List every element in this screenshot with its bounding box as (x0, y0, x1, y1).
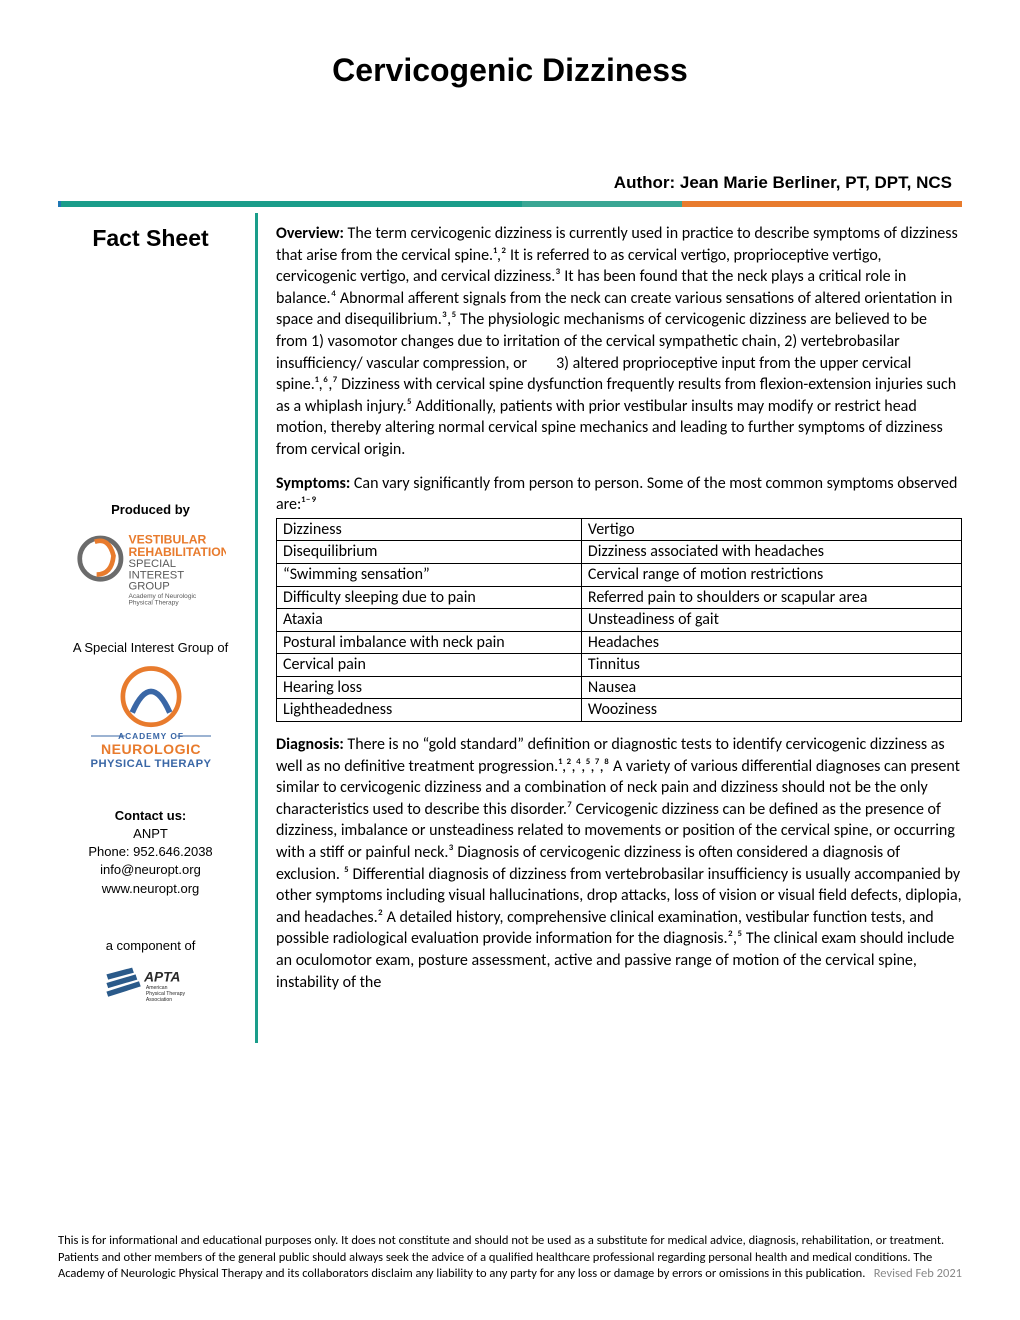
contact-web: www.neuropt.org (58, 880, 243, 898)
sig-of-heading: A Special Interest Group of (58, 640, 243, 655)
table-cell: Referred pain to shoulders or scapular a… (581, 586, 961, 609)
apta-logo-line2c: Association (145, 997, 171, 1003)
vest-logo-line3c: GROUP (128, 581, 169, 593)
produced-by-heading: Produced by (58, 502, 243, 517)
sidebar: Fact Sheet Produced by VESTIBULAR REHABI… (58, 213, 258, 1043)
apta-logo-line2a: American (145, 985, 167, 991)
anpt-logo-line3: PHYSICAL THERAPY (90, 758, 211, 770)
decorative-color-bar (58, 201, 962, 207)
table-row: LightheadednessWooziness (277, 699, 962, 722)
vest-logo-line2: REHABILITATION (128, 545, 226, 559)
table-cell: Lightheadedness (277, 699, 582, 722)
table-cell: Dizziness associated with headaches (581, 541, 961, 564)
diagnosis-label: Diagnosis: (276, 735, 344, 754)
symptoms-table: DizzinessVertigoDisequilibriumDizziness … (276, 518, 962, 722)
table-cell: Cervical pain (277, 654, 582, 677)
table-cell: Unsteadiness of gait (581, 609, 961, 632)
table-cell: Dizziness (277, 518, 582, 541)
table-cell: Wooziness (581, 699, 961, 722)
table-cell: Postural imbalance with neck pain (277, 631, 582, 654)
vest-logo-line3b: INTEREST (128, 569, 184, 581)
overview-text: The term cervicogenic dizziness is curre… (276, 224, 958, 459)
contact-email: info@neuropt.org (58, 861, 243, 879)
apta-logo: APTA American Physical Therapy Associati… (91, 959, 211, 1015)
table-cell: Headaches (581, 631, 961, 654)
component-of-heading: a component of (58, 938, 243, 953)
table-cell: Difficulty sleeping due to pain (277, 586, 582, 609)
table-row: AtaxiaUnsteadiness of gait (277, 609, 962, 632)
table-cell: Disequilibrium (277, 541, 582, 564)
table-row: DizzinessVertigo (277, 518, 962, 541)
content-wrapper: Fact Sheet Produced by VESTIBULAR REHABI… (58, 213, 962, 1043)
overview-paragraph: Overview: The term cervicogenic dizzines… (276, 223, 962, 461)
apta-logo-line2b: Physical Therapy (145, 991, 185, 997)
table-cell: “Swimming sensation” (277, 563, 582, 586)
main-content: Overview: The term cervicogenic dizzines… (258, 213, 962, 1043)
table-row: Hearing lossNausea (277, 676, 962, 699)
table-row: “Swimming sensation”Cervical range of mo… (277, 563, 962, 586)
table-cell: Vertigo (581, 518, 961, 541)
table-cell: Tinnitus (581, 654, 961, 677)
contact-phone: Phone: 952.646.2038 (58, 843, 243, 861)
symptoms-label: Symptoms: (276, 474, 350, 493)
table-row: DisequilibriumDizziness associated with … (277, 541, 962, 564)
symptoms-intro: Symptoms: Can vary significantly from pe… (276, 473, 962, 516)
symptoms-intro-text: Can vary significantly from person to pe… (276, 474, 957, 515)
diagnosis-text: There is no “gold standard” definition o… (276, 735, 962, 992)
apta-logo-line1: APTA (143, 969, 180, 984)
table-cell: Ataxia (277, 609, 582, 632)
vest-logo-line4b: Physical Therapy (128, 600, 179, 607)
page-title: Cervicogenic Dizziness (0, 0, 1020, 89)
disclaimer: This is for informational and educationa… (58, 1233, 962, 1282)
diagnosis-paragraph: Diagnosis: There is no “gold standard” d… (276, 734, 962, 993)
table-row: Postural imbalance with neck painHeadach… (277, 631, 962, 654)
vestibular-sig-logo: VESTIBULAR REHABILITATION SPECIAL INTERE… (76, 523, 226, 612)
overview-label: Overview: (276, 224, 344, 243)
revised-date: Revised Feb 2021 (874, 1266, 962, 1282)
table-cell: Hearing loss (277, 676, 582, 699)
fact-sheet-label: Fact Sheet (58, 225, 243, 252)
table-row: Difficulty sleeping due to painReferred … (277, 586, 962, 609)
anpt-logo-line2: NEUROLOGIC (101, 741, 201, 757)
table-row: Cervical painTinnitus (277, 654, 962, 677)
vest-logo-line3a: SPECIAL (128, 558, 176, 570)
disclaimer-text: This is for informational and educationa… (58, 1233, 944, 1281)
contact-block: Contact us: ANPT Phone: 952.646.2038 inf… (58, 807, 243, 898)
author-line: Author: Jean Marie Berliner, PT, DPT, NC… (0, 173, 1020, 193)
anpt-logo-line1: ACADEMY OF (118, 731, 184, 741)
table-cell: Nausea (581, 676, 961, 699)
contact-us-heading: Contact us: (58, 807, 243, 825)
contact-org: ANPT (58, 825, 243, 843)
table-cell: Cervical range of motion restrictions (581, 563, 961, 586)
anpt-logo: ACADEMY OF NEUROLOGIC PHYSICAL THERAPY (76, 661, 226, 779)
